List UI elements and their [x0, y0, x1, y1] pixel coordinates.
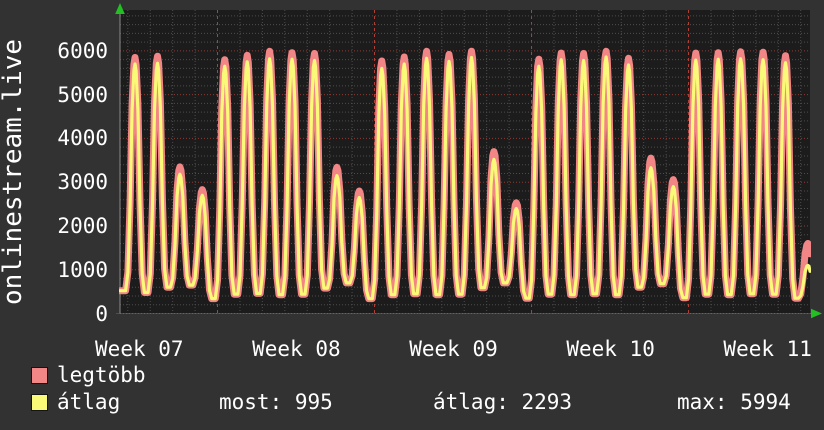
x-tick-label: Week 07: [95, 337, 184, 361]
x-tick-label: Week 10: [566, 337, 655, 361]
y-tick-label: 3000: [57, 170, 108, 195]
y-axis-arrow-icon: [115, 3, 125, 14]
series-atlag-line: [119, 55, 811, 301]
legend-label-atlag: átlag: [57, 390, 121, 414]
stat-max: max: 5994: [677, 390, 791, 414]
y-tick-label: 0: [95, 301, 108, 326]
x-tick-label: Week 09: [409, 337, 498, 361]
x-axis-arrow-icon: [811, 308, 822, 319]
stat-most: most: 995: [219, 390, 333, 414]
legend-label-legtobb: legtöbb: [57, 363, 146, 387]
y-tick-label: 4000: [57, 126, 108, 151]
y-tick-label: 1000: [57, 257, 108, 282]
stat-atlag: átlag: 2293: [433, 390, 573, 414]
y-tick-label: 2000: [57, 213, 108, 238]
x-tick-label: Week 08: [252, 337, 341, 361]
legend-swatch-legtobb: [31, 367, 48, 384]
legend-swatch-atlag: [31, 394, 48, 411]
x-tick-label: Week 11: [723, 337, 812, 361]
y-tick-label: 5000: [57, 82, 108, 107]
y-tick-label: 6000: [57, 38, 108, 63]
